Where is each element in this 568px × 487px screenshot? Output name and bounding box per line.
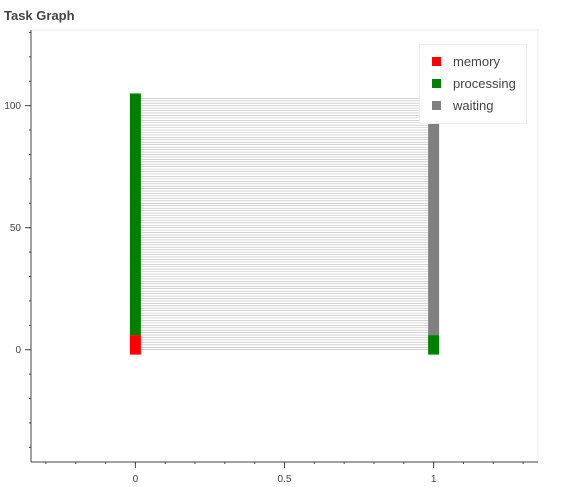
task-node-memory (129, 335, 141, 355)
legend-item-memory: memory (432, 52, 500, 70)
task-node-processing (428, 335, 440, 355)
x-tick-label: 0 (133, 474, 139, 485)
task-node-processing (129, 93, 141, 336)
x-tick-label: 1 (431, 474, 437, 485)
legend-label-memory: memory (453, 53, 500, 69)
y-tick-label: 0 (15, 345, 21, 356)
legend-swatch-processing (432, 78, 441, 88)
legend: memory processing waiting (419, 44, 527, 124)
y-tick-label: 50 (10, 223, 22, 234)
legend-item-waiting: waiting (432, 96, 493, 114)
legend-swatch-waiting (432, 100, 441, 110)
legend-swatch-memory (432, 56, 441, 66)
chart-title: Task Graph (4, 8, 75, 23)
legend-label-waiting: waiting (453, 97, 494, 113)
legend-label-processing: processing (453, 75, 516, 91)
task-node-waiting (428, 98, 440, 336)
x-tick-label: 0.5 (278, 474, 292, 485)
legend-item-processing: processing (432, 74, 516, 92)
y-tick-label: 100 (4, 101, 21, 112)
